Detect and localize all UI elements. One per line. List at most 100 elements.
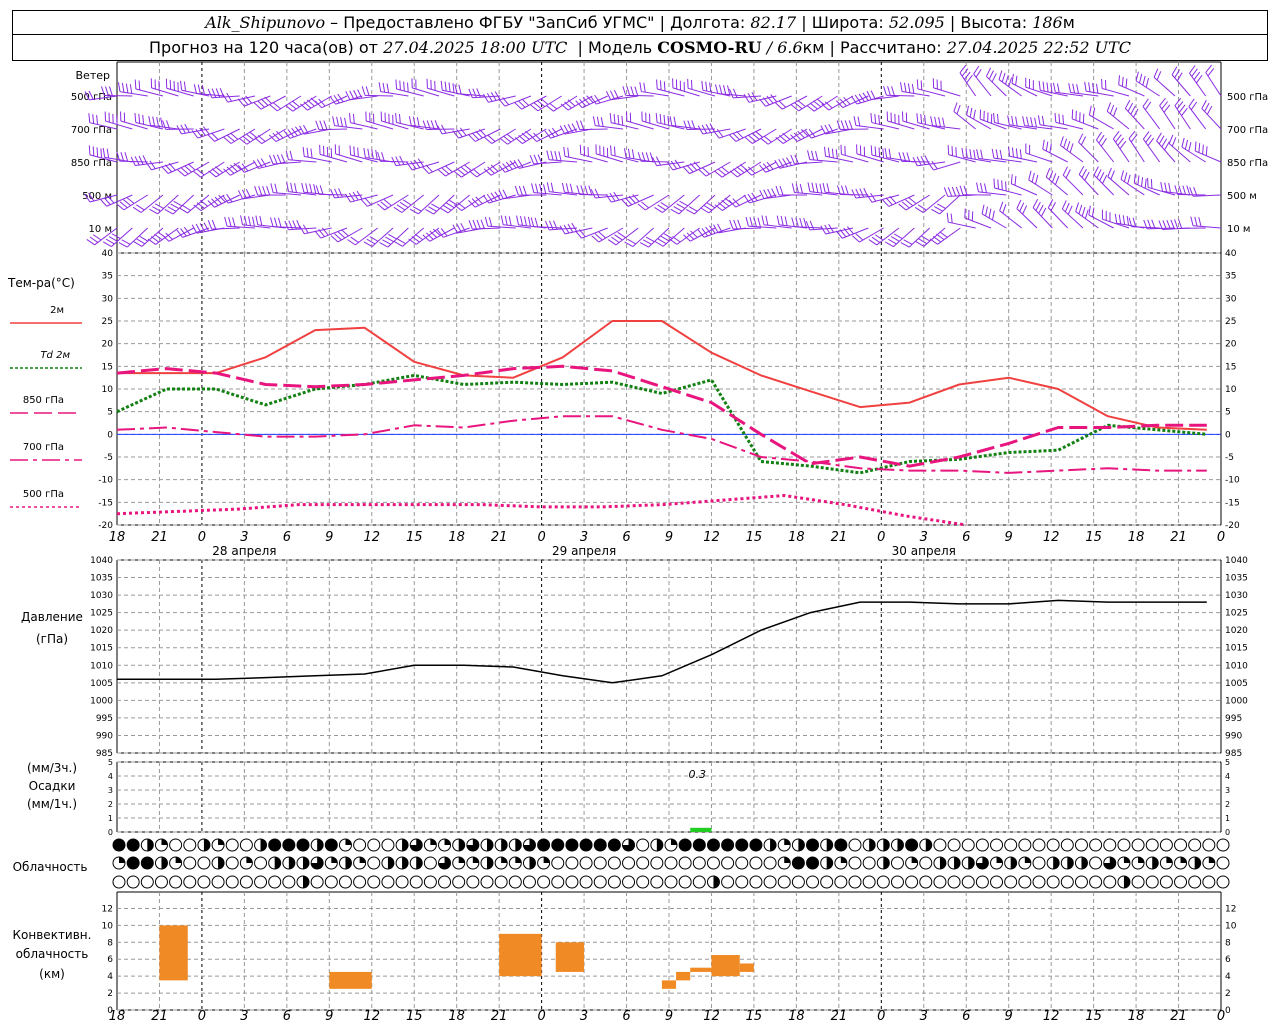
wind-barb-flag bbox=[795, 217, 799, 228]
cloud-circle bbox=[1046, 838, 1060, 852]
wind-barb bbox=[900, 227, 931, 248]
cloud-symbol bbox=[310, 856, 324, 870]
wind-barb-flag bbox=[1078, 133, 1084, 143]
wind-barb bbox=[223, 161, 256, 176]
wind-barb-flag bbox=[302, 224, 309, 234]
wind-barb-shaft bbox=[214, 128, 240, 142]
wind-barb-flag bbox=[782, 132, 791, 140]
wind-barb bbox=[393, 194, 424, 213]
wind-barb bbox=[807, 150, 838, 163]
wind-barb-flag bbox=[717, 202, 727, 209]
wind-barb-flag bbox=[905, 199, 914, 207]
cloud-symbol bbox=[947, 838, 961, 852]
wind-barb-flag bbox=[147, 238, 156, 245]
cloud-symbol bbox=[622, 856, 636, 870]
wind-barb-flag bbox=[123, 199, 132, 207]
wind-barb-flag bbox=[843, 96, 851, 105]
wind-barb-flag bbox=[1088, 105, 1092, 116]
cloud-fill bbox=[656, 839, 663, 851]
wind-barb-shaft bbox=[893, 227, 915, 248]
wind-barb-shaft bbox=[318, 128, 348, 131]
wind-barb-flag bbox=[197, 84, 201, 94]
wind-barb-flag bbox=[991, 210, 995, 221]
wind-barb-flag bbox=[743, 93, 750, 103]
wind-barb-flag bbox=[1001, 180, 1003, 191]
wind-barb-flag bbox=[248, 216, 251, 226]
wind-barb-flag bbox=[165, 232, 173, 240]
wind-barb-flag bbox=[617, 114, 620, 125]
wind-barb bbox=[118, 227, 149, 248]
wind-barb-shaft bbox=[417, 194, 440, 215]
cloud-symbol bbox=[975, 838, 989, 852]
wind-barb-flag bbox=[334, 233, 342, 241]
wind-barb-flag bbox=[164, 164, 173, 173]
wind-barb-flag bbox=[101, 86, 105, 96]
cloud-circle bbox=[1074, 875, 1088, 889]
wind-barb-flag bbox=[688, 206, 698, 212]
wind-barb-flag bbox=[587, 147, 589, 157]
time-tick-label-bottom: 18 bbox=[448, 1009, 465, 1024]
wind-barb-flag bbox=[422, 166, 430, 174]
wind-barb-flag bbox=[268, 155, 274, 165]
wind-barb-flag bbox=[912, 157, 918, 166]
wind-barb-shaft bbox=[1195, 150, 1222, 163]
cloud-symbol bbox=[310, 838, 324, 852]
wind-barb-flag bbox=[559, 225, 566, 235]
wind-barb-flag bbox=[303, 101, 312, 109]
wind-barb-shaft bbox=[472, 227, 501, 230]
wind-barb-flag bbox=[637, 203, 646, 211]
cloud-circle bbox=[1202, 875, 1216, 889]
wind-barb-flag bbox=[502, 163, 510, 172]
wind-barb-flag bbox=[1078, 165, 1085, 175]
cloud-circle bbox=[423, 875, 437, 889]
wind-barb-flag bbox=[723, 84, 727, 95]
wind-barb-flag bbox=[410, 160, 417, 170]
cloud-circle bbox=[806, 838, 820, 852]
wind-barb-flag bbox=[596, 116, 600, 127]
wind-barb bbox=[1059, 136, 1084, 163]
cloud-symbol bbox=[268, 838, 282, 852]
cloud-symbol bbox=[126, 856, 140, 870]
wind-barb-flag bbox=[117, 82, 121, 92]
wind-barb-flag bbox=[382, 82, 386, 93]
wind-barb-flag bbox=[371, 149, 374, 159]
wind-barb-flag bbox=[1002, 204, 1007, 214]
wind-barb bbox=[1101, 78, 1130, 97]
wind-barb-flag bbox=[629, 112, 632, 123]
wind-barb-flag bbox=[254, 137, 263, 144]
wind-barb bbox=[133, 227, 164, 247]
wind-barb-flag bbox=[579, 98, 587, 107]
wind-barb bbox=[378, 82, 409, 97]
wind-barb-flag bbox=[924, 114, 927, 125]
wind-barb-flag bbox=[270, 183, 274, 193]
wind-barb-shaft bbox=[461, 194, 486, 212]
wind-barb-flag bbox=[762, 163, 770, 172]
cloud-circle bbox=[367, 838, 381, 852]
cloud-symbol bbox=[721, 838, 735, 852]
wind-barb-flag bbox=[360, 198, 368, 207]
time-tick-label: 15 bbox=[1085, 530, 1102, 545]
wind-barb-shaft bbox=[1055, 121, 1084, 130]
wind-barb-flag bbox=[365, 111, 367, 122]
cloud-circle bbox=[735, 838, 749, 852]
cloud-symbol bbox=[466, 856, 480, 870]
cloud-circle bbox=[607, 875, 621, 889]
convective-block bbox=[711, 955, 740, 977]
wind-barb-flag bbox=[1174, 219, 1179, 229]
cloud-symbol bbox=[961, 856, 975, 870]
wind-barb-flag bbox=[934, 206, 943, 212]
wind-barb-shaft bbox=[596, 95, 624, 105]
wind-barb-flag bbox=[797, 100, 806, 108]
wind-barb-flag bbox=[1099, 172, 1105, 181]
wind-barb-flag bbox=[180, 124, 186, 134]
wind-barb-flag bbox=[807, 150, 811, 160]
cloud-circle bbox=[296, 838, 310, 852]
wind-barb-flag bbox=[732, 198, 740, 206]
cloud-symbol bbox=[820, 856, 834, 870]
wind-barb-flag bbox=[196, 202, 205, 209]
wind-barb-flag bbox=[999, 201, 1004, 211]
wind-barb-flag bbox=[903, 82, 907, 93]
cloud-symbol bbox=[197, 838, 211, 852]
wind-barb bbox=[850, 92, 884, 105]
wind-barb-flag bbox=[154, 79, 156, 90]
